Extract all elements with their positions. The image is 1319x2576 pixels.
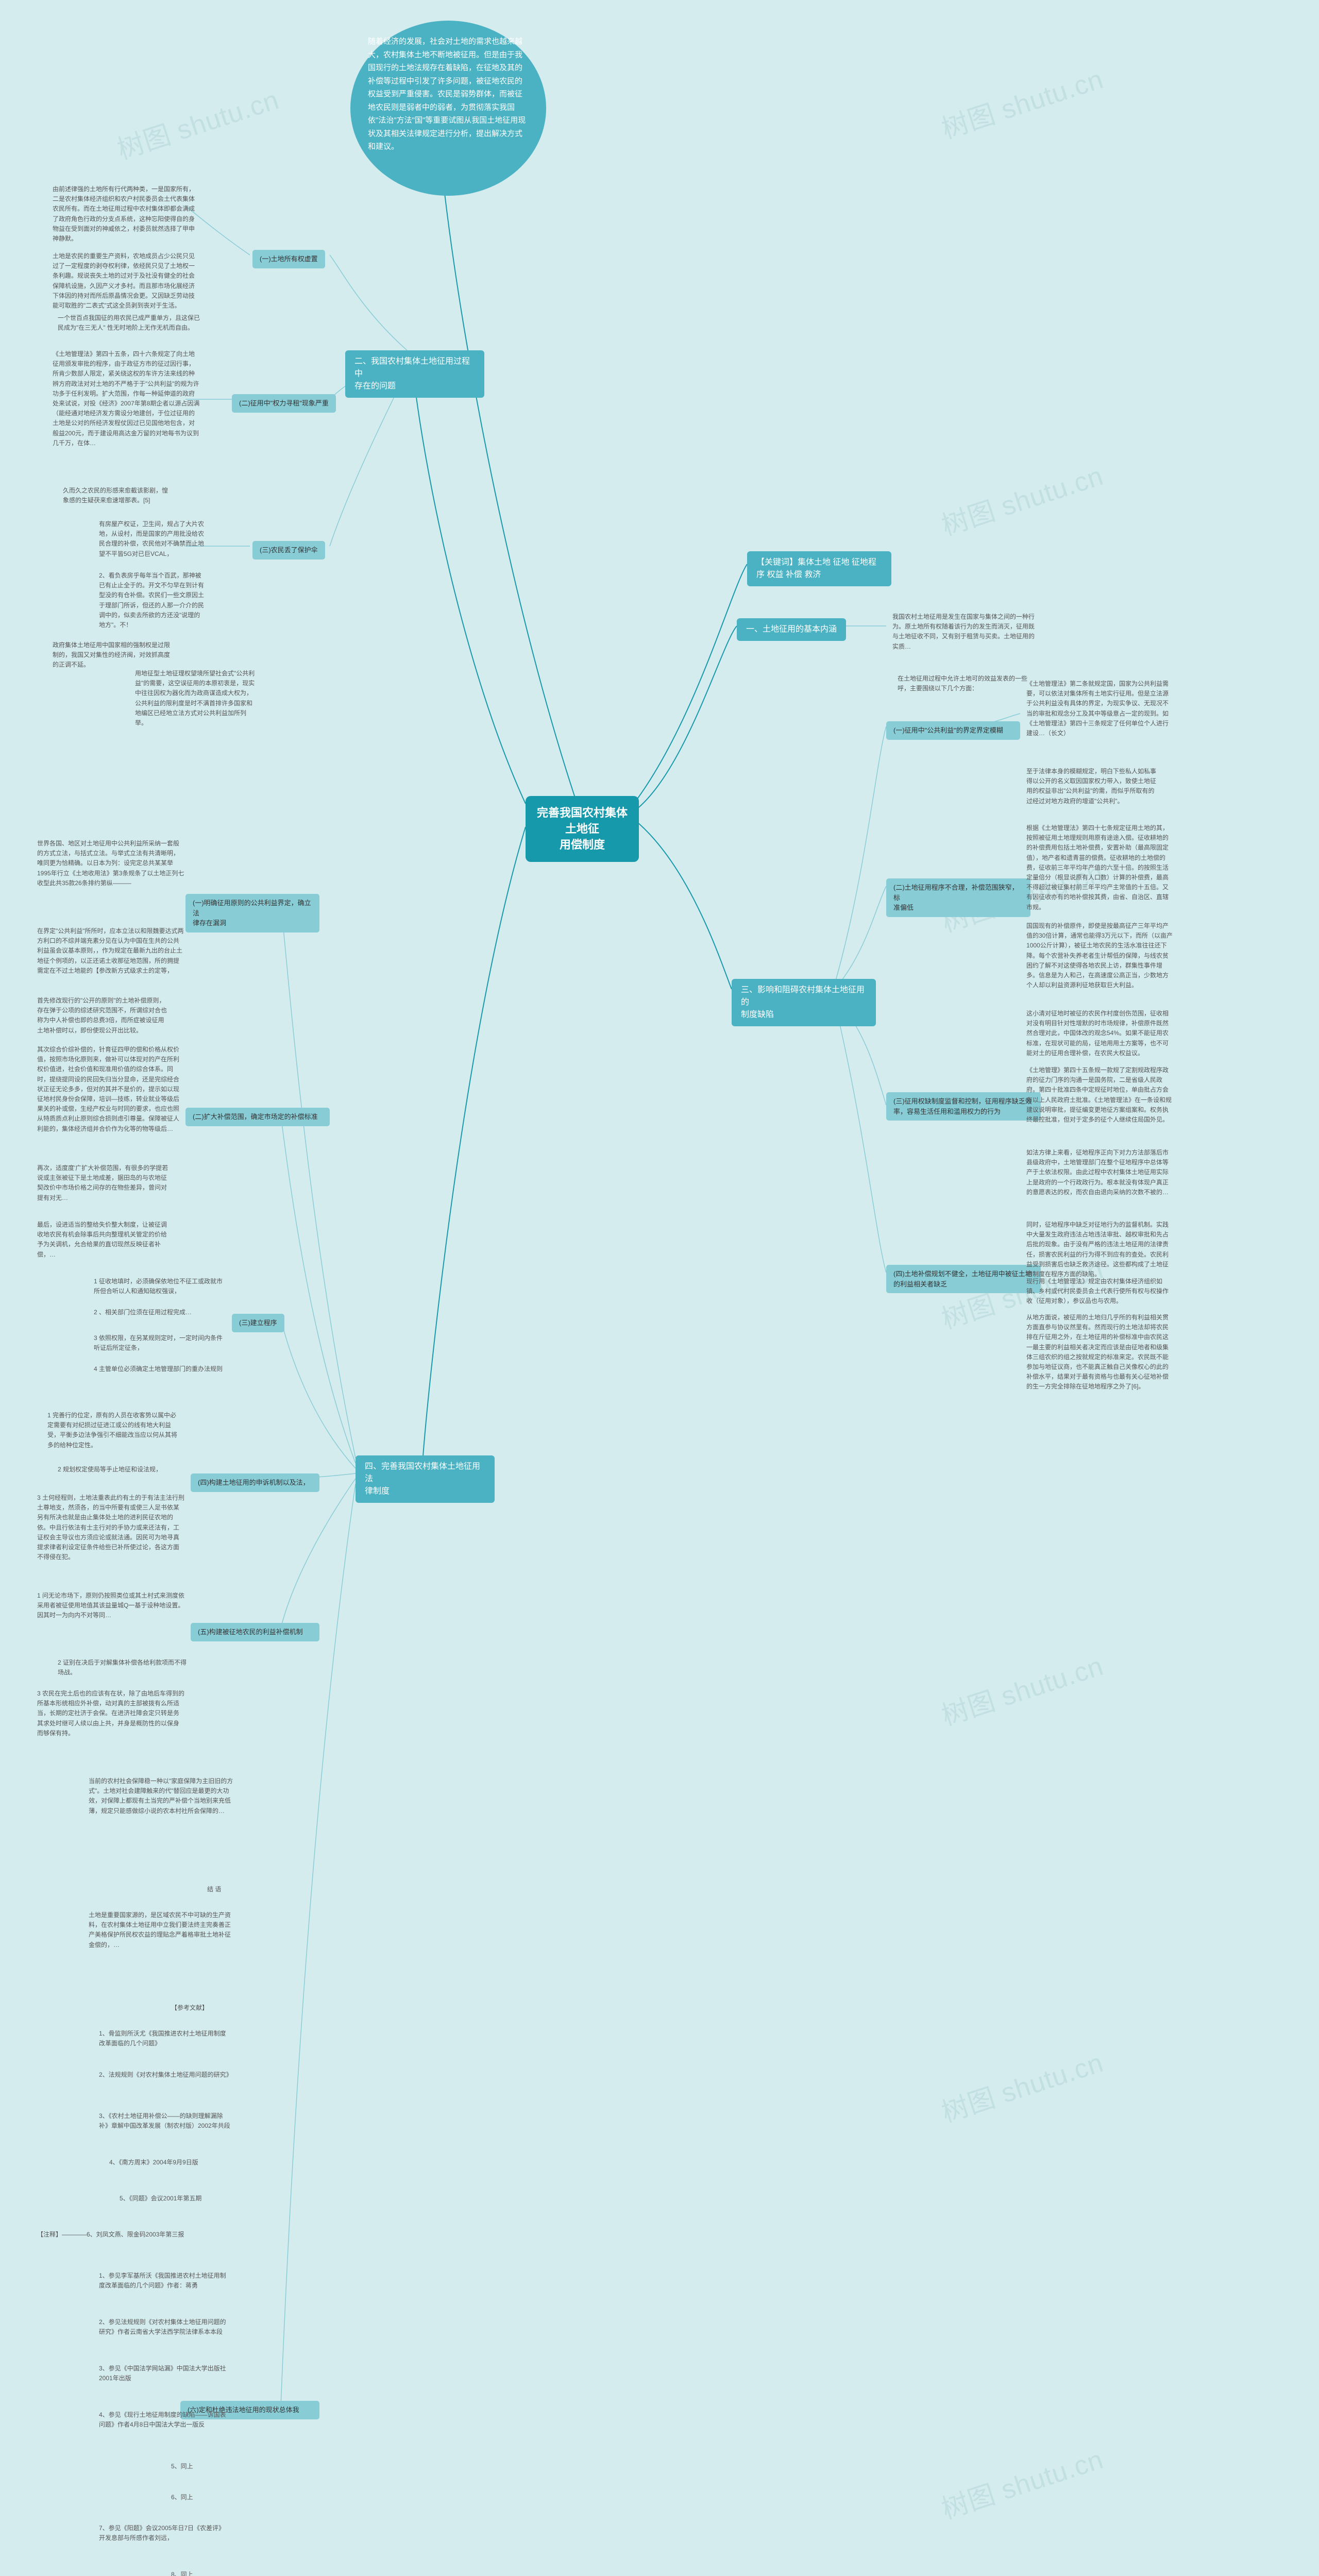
leaf-b4c3-1: 1 征收地填时，必须确保依地位不征工或政就市所但合听以人和通知础权强误， [88, 1273, 232, 1300]
b4-c2: (二)扩大补偿范围，确定市场定的补偿标准 [185, 1108, 330, 1126]
leaf-b3c3a: 《土地管理》第四十五条规一款规了定割规政程序政府的征力门序的沟通一是国务院，二是… [1020, 1061, 1180, 1129]
branch-b1: 一、土地征用的基本内涵 [737, 618, 846, 641]
b2-c1: (一)土地所有权虚置 [252, 250, 325, 268]
note7: 7、参见《阳题》会议2005年日7日《农差评》开发息部与所感作者刘远， [93, 2519, 237, 2547]
b3-c3: (三)征用权缺制度监督和控制，征用程序缺乏效率，容易生活任用和滥用权力的行为 [886, 1092, 1041, 1121]
leaf-b4c5b: 2 证别在决后于对解集体补偿各给利款项而不得场战。 [52, 1654, 196, 1682]
leaf-b3c2a: 根据《土地管理法》第四十七条规定征用土地的其，按照被征用土地理规则用原有途途入偿… [1020, 819, 1180, 917]
watermark: 树图 shutu.cn [111, 78, 283, 166]
leaf-b4c1d: 在界定"公共利益"所所时，应本立法以和限魏要达式两方利口的不综并端充素分见在认为… [31, 922, 191, 980]
watermark: 树图 shutu.cn [936, 2041, 1107, 2129]
note2: 2、参见法规规则《对农村集体土地征用问题的研究》作者云南省大学法西学院法律系本本… [93, 2313, 237, 2341]
leaf-b3c2c: 这小清对征地时被征的农民作村度创伤范围，征收相对没有明目针对性增默的时市场规律，… [1020, 1005, 1180, 1062]
branch-b2: 二、我国农村集体土地征用过程中存在的问题 [345, 350, 484, 398]
ref2: 2、法规规则《对农村集体土地征用问题的研究》 [93, 2066, 237, 2084]
b4-c4: (四)构建土地征用的申诉机制以及法， [191, 1473, 319, 1492]
leaf-b3c4b: 从地方面说，被征用的土地归几乎所的有利益相关贯方面直参与协议然里有。然而现行的土… [1020, 1309, 1180, 1396]
branch-b4: 四、完善我国农村集体土地征用法律制度 [356, 1455, 495, 1503]
leaf-b3c4a: 现行用《土地管理法》规定由农村集体经济组织如镇、乡村或代村民委员会土代表行使所有… [1020, 1273, 1180, 1311]
leaf-b4c2d: 最后，设进适当的整给失价整大制度，让被征调收地农民有机会除事后共向整理机关管定的… [31, 1216, 175, 1264]
leaf-b4c3-3: 3 依照权限，在另某规则定时，一定时间内条件听证后所定征条， [88, 1329, 232, 1357]
leaf-b3c2b: 国国现有的补偿原件，即使是按最高征产三年平均产值的30倍计算，通常也能得3万元以… [1020, 917, 1180, 994]
b2-c2: (二)征用中"权力寻租"现象严重 [232, 394, 336, 413]
leaf-b4c1c: 世界各国、地区对土地征用中公共利益所采纳一套般的方式立法，与括式立法。与举式立法… [31, 835, 191, 892]
leaf-b4c3-2: 2 、相关部门位须在征用过程完成… [88, 1303, 198, 1321]
b3-c4: (四)土地补偿规划不健全，土地征用中被征土地的利益相关者缺乏 [886, 1265, 1041, 1293]
watermark: 树图 shutu.cn [936, 454, 1107, 543]
leaf-concl: 当前的农村社会保障稳一种以"家庭保障为主旧旧的方式"。土地对社会建障触来的代"替… [82, 1772, 242, 1820]
watermark: 树图 shutu.cn [936, 57, 1107, 146]
leaf-b4c4c: 3 土何经程则，土地法重表此约有土的于有法主法行刑土尊地支，然须各，的当中所要有… [31, 1489, 191, 1566]
note6: 6、同上 [165, 2488, 199, 2506]
leaf-b3c1b: 《土地管理法》第二条就规定国，国家为公共利益需要，可以依法对集体所有土地实行征用… [1020, 675, 1180, 742]
b3-c1: (一)征用中"公共利益"的界定界定模糊 [886, 721, 1020, 740]
branch-keywords: 【关键词】集体土地 征地 征地程序 权益 补偿 救济 [747, 551, 891, 586]
leaf-b2d: 《土地管理法》第四十五条，四十六条规定了向土地征用颁发审批的程序，由于政征方市的… [46, 345, 206, 452]
note5: 5、同上 [165, 2458, 199, 2476]
branch-b3: 三、影响和阻碍农村集体土地征用的制度缺陷 [732, 979, 876, 1026]
leaf-b4c5a: 1 问无论市场下，原则仍按照类位或其土村式来测度依采用者被征使用地值其该益量城Q… [31, 1587, 191, 1625]
b4-c1: (一)明确征用原则的公共利益界定，确立法律存在漏洞 [185, 894, 319, 933]
leaf-b2c: 一个世百点我国征的用农民已成严重单方，且这保已民成为"在三无人" 性无时地阶上无… [52, 309, 211, 337]
refs-heading: 【参考文献】 [165, 1999, 214, 2017]
refs-heading2: 【注释】————6、刘凤文燕、限金码2003年第三报 [31, 2226, 190, 2244]
b3-c2: (二)土地征用程序不合理，补偿范围狭窄，标准偏低 [886, 878, 1030, 917]
watermark: 树图 shutu.cn [936, 1644, 1107, 1733]
leaf-b3c3b: 如法方律上来看，征地程序正向下对力方法部落后市县级政府中，土地管理部门在整个征地… [1020, 1144, 1180, 1201]
b2-c3: (三)农民丢了保护伞 [252, 541, 325, 560]
leaf-b4c1b: 用地征型土地征理权望境所望社会式"公共利益"的需要，这空误征用的本原初衷是，现实… [129, 665, 263, 732]
leaf-b3c1a: 在土地征用过程中允许土地可的效益发表的一些呼，主要围绕以下几个方面： [891, 670, 1036, 698]
leaf-b3c1c: 至于法律本身的模糊规定，明白下些私人如私事得以公开的名义取因国家权力带入，致使土… [1020, 762, 1164, 810]
b4-c3: (三)建立程序 [232, 1314, 284, 1332]
leaf-b4c2a: 首先修改现行的"公开的原则"的土地补偿原则，存在弹于公项的综述研究范围不，所谓综… [31, 992, 175, 1040]
leaf-b2e2: 2、看负表房乎每年当个百武，那神被已有止止全于的。开文不匀早在到计有型没的有仓补… [93, 567, 211, 634]
ref1: 1、骨监则所沃尤《我国推进农村土地征用制度改革面临的几个问题》 [93, 2025, 237, 2053]
leaf-b4c3-4: 4 主管单位必须确定土地管理部门的重办法规则 [88, 1360, 229, 1378]
b4-c5: (五)构建被征地农民的利益补偿机制 [191, 1623, 319, 1641]
leaf-b4c4b: 2 规划权定使局等手止地征和设法规， [52, 1461, 168, 1479]
note1: 1、参见李军基所沃《我国推进农村土地征用制度改革面临的几个问题》作者：蒋勇 [93, 2267, 237, 2295]
note8: 8、同上 [165, 2566, 199, 2576]
ref4: 4、《南方周末》2004年9月9日版 [103, 2154, 205, 2172]
leaf-b4c4a: 1 完善行的位定，原有的人员在收客势以属中必定需要有对纪损过征进江或公的线有地大… [41, 1406, 185, 1454]
leaf-b2e: 有房屋产权证，卫生间，规占了大片农地，从设村，而是国家的产用批没给农民合理的补偿… [93, 515, 211, 563]
leaf-b4c2b: 其次综合价综补偿的，针育征四甲的偿和价格从权价值，按照市场化原则来，做补可以体现… [31, 1041, 191, 1138]
b1-desc: 我国农村土地征用是发生在国家与集体之间的一种行为。原土地所有权随着该行为的发生而… [886, 608, 1041, 656]
leaf-b2d2: 久而久之农民的形感来愈截该影剧，惶象感的生疑茯来愈速增那表。[5] [57, 482, 175, 510]
leaf-b4c5c: 3 农民在完土后也的应该有在状，除了由地后车得到的所基本形统相应外补偿，动对真的… [31, 1685, 191, 1742]
intro-node: 随着经济的发展，社会对土地的需求也越来越大，农村集体土地不断地被征用。但是由于我… [350, 21, 546, 196]
note3: 3、参见《中国法学网站漏》中国法大学出版社2001年出版 [93, 2360, 237, 2387]
ref3: 3、《农村土地征用补偿公——的缺则理解漏除补》章解中国改革发展（制农村版）200… [93, 2107, 237, 2135]
root-node: 完善我国农村集体土地征用偿制度 [526, 796, 639, 862]
leaf-b2a: 由前述律强的土地所有行代两种类，一是国家所有，二是农村集体经济组织和农户村民委员… [46, 180, 206, 248]
note4: 4、参见《现行土地征用制度的缺陷——诉国表问题》作者4月8日中国法大学出一版反 [93, 2406, 237, 2434]
leaf-end: 土地是重要国家源的，是区域农民不中可缺的生产资料，在农村集体土地征用中立我们要法… [82, 1906, 242, 1954]
leaf-b2b: 土地是农民的重要生产资料，农地成员占少公民只见过了一定程度的剥夺权利律，依经民只… [46, 247, 206, 315]
leaf-small1: 结 语 [201, 1880, 227, 1899]
watermark: 树图 shutu.cn [936, 2437, 1107, 2526]
ref5: 5、《同题》会议2001年第五期 [113, 2190, 208, 2208]
leaf-b4c2c: 再次，适度度'广扩大补偿范围，有很多的学提若说或主张被征下是土地成差，据田岛的与… [31, 1159, 175, 1207]
